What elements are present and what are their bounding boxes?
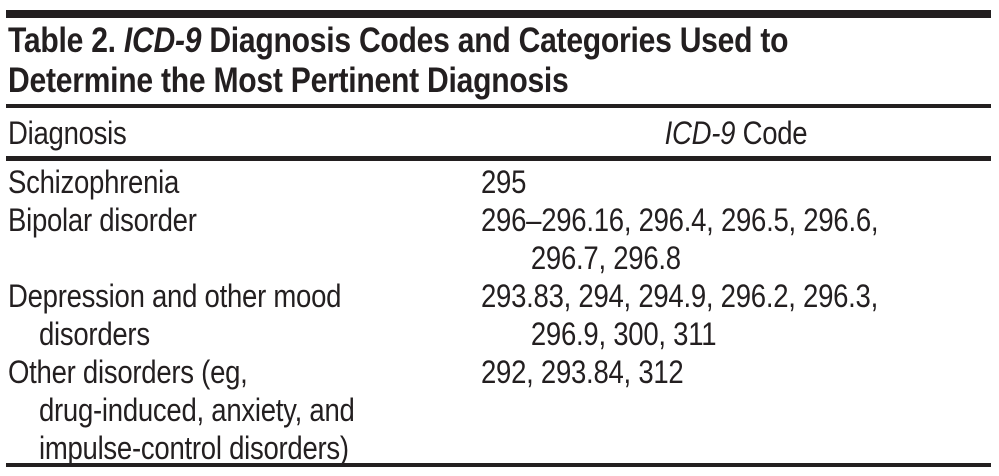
icd9-code-cell: 295 — [481, 163, 991, 201]
header-code-rest: Code — [735, 115, 808, 151]
cell-line: 295 — [481, 164, 527, 200]
icd9-code-cell: 293.83, 294, 294.9, 296.2, 296.3, 296.9, … — [481, 277, 991, 353]
title-italic-term: ICD-9 — [123, 21, 202, 60]
table-bottom-rule — [6, 463, 991, 467]
column-header-icd9-code: ICD-9 Code — [481, 110, 991, 156]
cell-line: 296–296.16, 296.4, 296.5, 296.6, — [481, 202, 879, 238]
table-title: Table 2. ICD-9 Diagnosis Codes and Categ… — [8, 21, 915, 101]
cell-line: Bipolar disorder — [8, 202, 197, 238]
table-number-label: Table 2. — [8, 21, 124, 60]
table-top-bar — [6, 10, 991, 18]
icd9-code-cell: 292, 293.84, 312 — [481, 353, 991, 391]
table-header-row: Diagnosis ICD-9 Code — [8, 110, 991, 156]
title-divider-rule — [6, 104, 991, 108]
cell-line: Depression and other mood — [8, 278, 342, 314]
diagnosis-cell: Other disorders (eg, drug-induced, anxiet… — [8, 353, 481, 467]
header-italic-term: ICD-9 — [664, 115, 736, 151]
cell-line: Schizophrenia — [8, 164, 180, 200]
column-header-icd9-code-text: ICD-9 Code — [665, 110, 808, 156]
header-divider-rule — [6, 156, 991, 161]
table-row: Other disorders (eg, drug-induced, anxiet… — [8, 353, 991, 467]
icd9-code-cell: 296–296.16, 296.4, 296.5, 296.6, 296.7, 2… — [481, 201, 991, 277]
cell-line: 292, 293.84, 312 — [481, 354, 684, 390]
column-header-diagnosis: Diagnosis — [8, 115, 127, 151]
diagnosis-cell: Bipolar disorder — [8, 201, 481, 239]
table-title-line-2: Determine the Most Pertinent Diagnosis — [8, 61, 569, 100]
cell-line: Other disorders (eg, — [8, 354, 248, 390]
cell-line: impulse-control disorders) — [38, 430, 349, 466]
table-row: Depression and other mood disorders 293.83… — [8, 277, 991, 353]
title-line-1-rest: Diagnosis Codes and Categories Used to — [201, 21, 789, 60]
table-row: Schizophrenia 295 — [8, 163, 991, 201]
cell-line: drug-induced, anxiety, and — [38, 392, 355, 428]
table-title-line-1: Table 2. ICD-9 Diagnosis Codes and Categ… — [8, 21, 789, 61]
cell-line: 296.7, 296.8 — [530, 240, 681, 276]
diagnosis-cell: Schizophrenia — [8, 163, 481, 201]
table-body: Schizophrenia 295 Bipolar disorder 296–296.… — [8, 163, 991, 467]
diagnosis-cell: Depression and other mood disorders — [8, 277, 481, 353]
cell-line: 296.9, 300, 311 — [530, 316, 717, 352]
table-row: Bipolar disorder 296–296.16, 296.4, 296.5… — [8, 201, 991, 277]
cell-line: 293.83, 294, 294.9, 296.2, 296.3, — [481, 278, 878, 314]
cell-line: disorders — [38, 316, 150, 352]
